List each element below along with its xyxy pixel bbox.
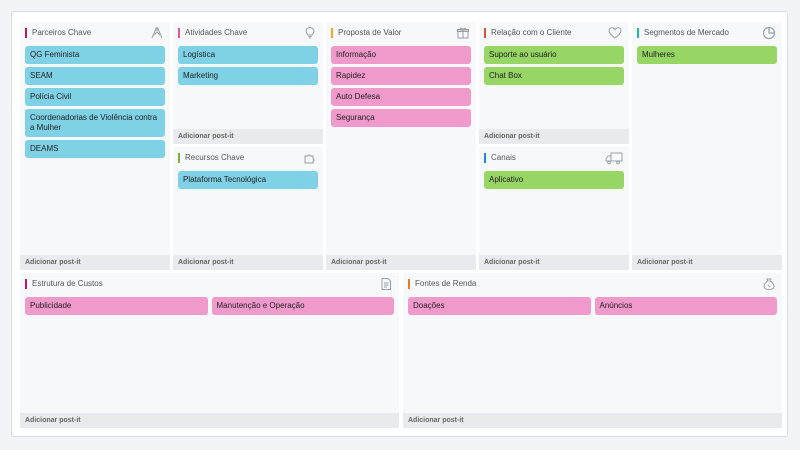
post-it[interactable]: Auto Defesa <box>331 88 471 106</box>
post-it[interactable]: Coordenadorias de Violência contra a Mul… <box>25 109 165 137</box>
add-post-it-button[interactable]: Adicionar post-it <box>479 255 629 270</box>
add-post-it-button[interactable]: Adicionar post-it <box>479 129 629 144</box>
section-title: Proposta de Valor <box>331 28 401 38</box>
post-it[interactable]: Rapidez <box>331 67 471 85</box>
post-it[interactable]: Marketing <box>178 67 318 85</box>
add-post-it-button[interactable]: Adicionar post-it <box>173 129 323 144</box>
truck-icon <box>605 151 623 165</box>
post-it[interactable]: Aplicativo <box>484 171 624 189</box>
section-title: Recursos Chave <box>178 153 244 163</box>
post-it[interactable]: QG Feminista <box>25 46 165 64</box>
add-post-it-button[interactable]: Adicionar post-it <box>20 413 399 428</box>
post-it[interactable]: Chat Box <box>484 67 624 85</box>
lightbulb-icon <box>303 26 317 40</box>
post-it[interactable]: Publicidade <box>25 297 208 315</box>
add-post-it-button[interactable]: Adicionar post-it <box>173 255 323 270</box>
section-title: Fontes de Renda <box>408 279 476 289</box>
section-title: Parceiros Chave <box>25 28 91 38</box>
handshake-icon <box>150 26 164 40</box>
post-it[interactable]: Informação <box>331 46 471 64</box>
section-recursos-chave: Recursos Chave Plataforma Tecnológica Ad… <box>173 147 323 270</box>
add-post-it-button[interactable]: Adicionar post-it <box>326 255 476 270</box>
section-estrutura-de-custos: Estrutura de Custos Publicidade Manutenç… <box>20 273 399 428</box>
section-title: Relação com o Cliente <box>484 28 571 38</box>
post-it[interactable]: Doações <box>408 297 591 315</box>
post-it[interactable]: Plataforma Tecnológica <box>178 171 318 189</box>
post-it[interactable]: Suporte ao usuário <box>484 46 624 64</box>
document-icon <box>379 277 393 291</box>
add-post-it-button[interactable]: Adicionar post-it <box>20 255 170 270</box>
post-it[interactable]: Manutenção e Operação <box>211 297 394 315</box>
section-title: Atividades Chave <box>178 28 247 38</box>
section-proposta-de-valor: Proposta de Valor Informação Rapidez Aut… <box>326 22 476 270</box>
section-title: Estrutura de Custos <box>25 279 103 289</box>
gift-icon <box>456 26 470 40</box>
business-model-canvas: Parceiros Chave QG Feminista SEAM Políci… <box>11 11 788 437</box>
pie-chart-icon <box>762 26 776 40</box>
post-it[interactable]: Segurança <box>331 109 471 127</box>
add-post-it-button[interactable]: Adicionar post-it <box>403 413 782 428</box>
post-it[interactable]: Polícia Civil <box>25 88 165 106</box>
add-post-it-button[interactable]: Adicionar post-it <box>632 255 782 270</box>
post-it[interactable]: DEAMS <box>25 140 165 158</box>
section-relacao-com-o-cliente: Relação com o Cliente Suporte ao usuário… <box>479 22 629 144</box>
section-title: Canais <box>484 153 516 163</box>
section-fontes-de-renda: Fontes de Renda Doações Anúncios Adicion… <box>403 273 782 428</box>
heart-icon <box>607 26 623 40</box>
puzzle-icon <box>303 151 317 165</box>
section-parceiros-chave: Parceiros Chave QG Feminista SEAM Políci… <box>20 22 170 270</box>
section-atividades-chave: Atividades Chave Logística Marketing Adi… <box>173 22 323 144</box>
post-it[interactable]: Logística <box>178 46 318 64</box>
section-canais: Canais Aplicativo Adicionar post-it <box>479 147 629 270</box>
post-it[interactable]: Anúncios <box>594 297 777 315</box>
section-title: Segmentos de Mercado <box>637 28 729 38</box>
post-it[interactable]: SEAM <box>25 67 165 85</box>
section-segmentos-de-mercado: Segmentos de Mercado Mulheres Adicionar … <box>632 22 782 270</box>
post-it[interactable]: Mulheres <box>637 46 777 64</box>
money-bag-icon <box>762 277 776 291</box>
